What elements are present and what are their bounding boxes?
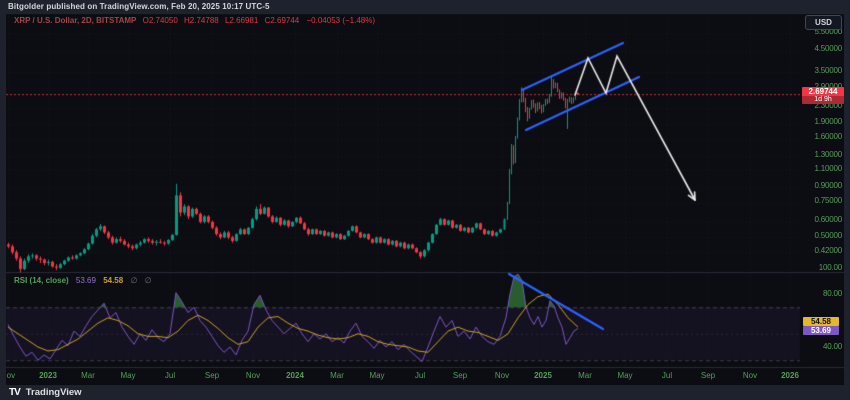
price-axis-label: 0.42000 xyxy=(814,245,842,255)
price-axis-label: 0.90000 xyxy=(814,180,842,190)
time-axis-label: Nov xyxy=(742,371,758,380)
tradingview-brand-text[interactable]: TradingView xyxy=(25,387,82,398)
rsi-indicator-title[interactable]: RSI (14, close) xyxy=(14,276,69,285)
time-axis-label: Sep xyxy=(204,371,220,380)
last-price-value: 2.69744 xyxy=(802,86,844,96)
symbol-title[interactable]: XRP / U.S. Dollar, 2D, BITSTAMP xyxy=(14,16,137,25)
symbol-legend: XRP / U.S. Dollar, 2D, BITSTAMP O2.74050… xyxy=(14,16,375,25)
price-axis-label: 1.10000 xyxy=(814,163,842,173)
currency-toggle-button[interactable]: USD xyxy=(805,15,842,30)
ohlc-high: H2.74788 xyxy=(184,16,219,25)
rsi-ma-current-value: 54.58 xyxy=(103,276,124,285)
rsi-value-tag: 53.69 xyxy=(803,326,839,335)
time-axis-label: May xyxy=(369,371,385,380)
tradingview-logo-icon[interactable]: TV xyxy=(9,387,21,398)
time-axis-label: May xyxy=(617,371,633,380)
time-axis-label: Jul xyxy=(661,371,673,380)
frame-edge-left xyxy=(0,13,6,385)
ohlc-low: L2.66981 xyxy=(224,16,259,25)
rsi-axis-label: 40.00 xyxy=(822,342,842,351)
price-axis-label: 0.60000 xyxy=(814,215,842,225)
frame-edge-right xyxy=(844,13,850,385)
price-axis-label: 1.60000 xyxy=(814,132,842,142)
rsi-empty-value-2: ∅ xyxy=(144,276,152,285)
time-axis-label: May xyxy=(120,371,136,380)
last-price-label: 2.69744 1d 9h xyxy=(802,86,844,104)
price-axis-label: 4.50000 xyxy=(814,44,842,54)
ohlc-open: O2.74050 xyxy=(142,16,178,25)
price-axis-label: 2.90000 xyxy=(802,82,842,91)
rsi-axis-label: 80.00 xyxy=(822,289,842,298)
rsi-empty-value-1: ∅ xyxy=(130,276,138,285)
price-axis-label: 1.90000 xyxy=(814,117,842,127)
bar-countdown: 1d 9h xyxy=(802,95,844,104)
time-axis-label: Nov xyxy=(245,371,261,380)
price-axis-label: 3.50000 xyxy=(814,65,842,75)
time-axis-label: Mar xyxy=(81,371,95,380)
time-axis-label: Nov xyxy=(0,371,16,380)
time-axis-label: 2024 xyxy=(286,371,304,380)
price-axis-label: 0.75000 xyxy=(814,196,842,206)
price-axis-label: 1.30000 xyxy=(814,149,842,159)
rsi-legend: RSI (14, close) 53.69 54.58 ∅ ∅ xyxy=(14,276,152,285)
price-axis-label: 0.50000 xyxy=(814,230,842,240)
rsi-ma-value-tag: 54.58 xyxy=(803,317,839,326)
price-axis-label: 5.50000 xyxy=(814,27,842,37)
ohlc-close: C2.69744 xyxy=(264,16,300,25)
rsi-current-value: 53.69 xyxy=(75,276,96,285)
time-axis-label: 2025 xyxy=(534,371,552,380)
time-axis-label: Mar xyxy=(330,371,344,380)
time-axis-label: 2026 xyxy=(781,371,799,380)
time-axis-label: Jul xyxy=(414,371,426,380)
time-axis-label: Jul xyxy=(164,371,176,380)
time-axis-label: Sep xyxy=(700,371,716,380)
time-axis-label: Mar xyxy=(578,371,592,380)
publish-bar: Bitgolder published on TradingView.com, … xyxy=(0,0,850,13)
brand-bar: TV TradingView xyxy=(0,385,850,400)
change-value: −0.04053 (−1.48%) xyxy=(306,16,376,25)
rsi-axis-label: 100.00 xyxy=(818,262,842,272)
time-axis-label: Nov xyxy=(494,371,510,380)
time-axis-label: Sep xyxy=(452,371,468,380)
publish-info-text: Bitgolder published on TradingView.com, … xyxy=(8,2,270,11)
price-axis-label: 2.30000 xyxy=(814,101,842,111)
time-axis-label: 2023 xyxy=(39,371,57,380)
